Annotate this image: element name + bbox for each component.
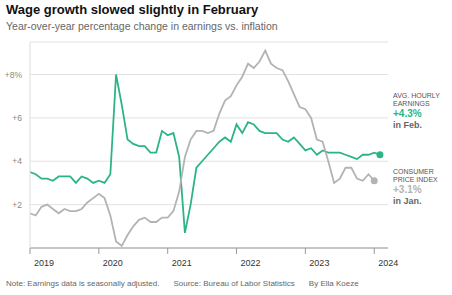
svg-text:2019: 2019 — [34, 258, 54, 268]
html-text:in Feb.: in Feb. — [393, 119, 422, 130]
html-text:+3.1%: +3.1% — [393, 184, 422, 196]
svg-text:+8%: +8% — [8, 70, 22, 80]
svg-text:2023: 2023 — [309, 258, 329, 268]
html-text:+4.3%: +4.3% — [393, 108, 422, 120]
html-text:PRICE INDEX: PRICE INDEX — [393, 176, 438, 183]
html-text:EARNINGS: EARNINGS — [393, 100, 430, 107]
svg-text:+6: +6 — [12, 113, 22, 123]
svg-text:+2: +2 — [12, 200, 22, 210]
html-text:Note: Earnings data is seasona: Note: Earnings data is seasonally adjust… — [6, 279, 160, 288]
svg-text:2022: 2022 — [241, 258, 261, 268]
html-text:Source: Bureau of Labor Statis: Source: Bureau of Labor Statistics — [173, 279, 295, 288]
svg-text:2021: 2021 — [172, 258, 192, 268]
html-text:Year-over-year percentage chan: Year-over-year percentage change in earn… — [6, 20, 278, 32]
svg-text:2024: 2024 — [378, 258, 398, 268]
html-text:CONSUMER: CONSUMER — [393, 168, 434, 175]
html-text:in Jan.: in Jan. — [393, 195, 422, 206]
svg-text:+4: +4 — [12, 156, 22, 166]
html-text:AVG. HOURLY: AVG. HOURLY — [393, 92, 440, 99]
html-text:By Ella Koeze: By Ella Koeze — [308, 279, 359, 288]
html-text:Wage growth slowed slightly in: Wage growth slowed slightly in February — [6, 2, 259, 17]
svg-text:2020: 2020 — [103, 258, 123, 268]
